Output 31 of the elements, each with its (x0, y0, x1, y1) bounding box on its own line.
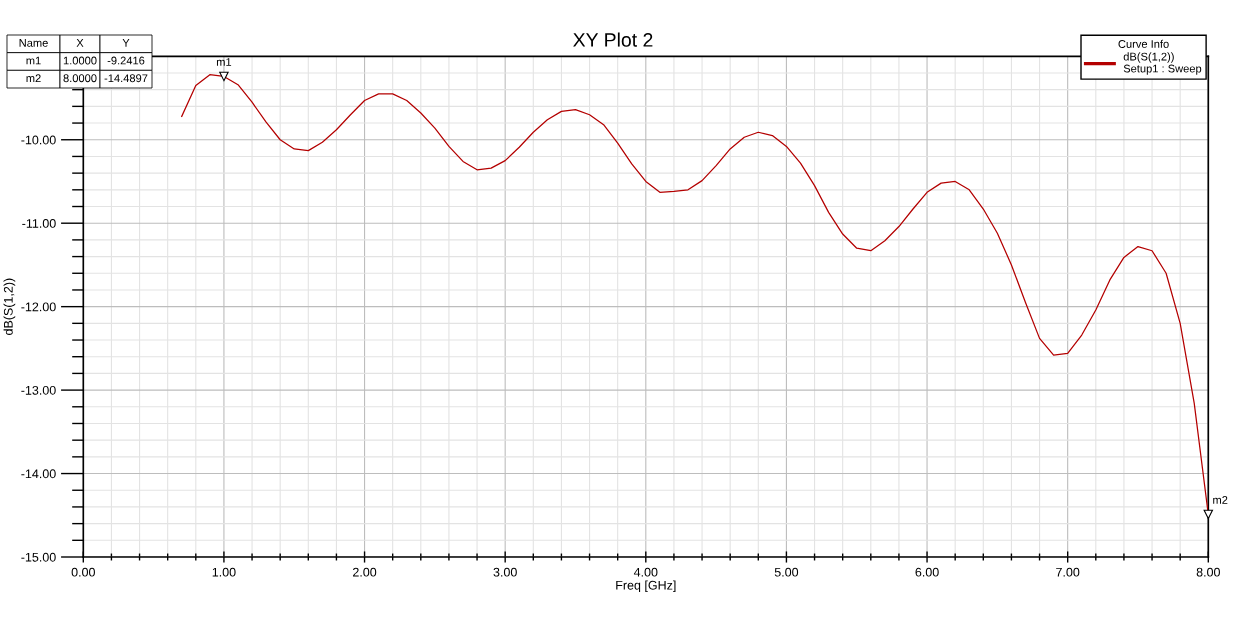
annotation: 1.0000 (63, 56, 97, 65)
x-tick-label: 0.00 (71, 567, 95, 577)
x-axis-title: Freq [GHz] (616, 580, 676, 593)
y-tick-label: -13.00 (21, 385, 56, 395)
x-tick-label: 1.00 (212, 567, 236, 577)
y-tick-label: -12.00 (21, 302, 56, 312)
annotation: -14.4897 (104, 74, 148, 83)
y-tick-label: -15.00 (21, 552, 56, 562)
x-tick-label: 8.00 (1196, 567, 1220, 577)
legend-label: dB(S(1,2)) Setup1 : Sweep (1123, 52, 1202, 75)
annotation: m1 (216, 58, 232, 66)
x-tick-label: 2.00 (353, 567, 377, 577)
text: m2 (26, 74, 41, 83)
y-tick-label: -10.00 (21, 135, 56, 145)
y-axis-title: dB(S(1,2)) (3, 278, 16, 335)
text: Y (122, 39, 130, 47)
text: m1 (26, 56, 41, 65)
chart-title: XY Plot 2 (573, 32, 653, 47)
x-tick-label: 7.00 (1056, 567, 1080, 577)
x-tick-label: 6.00 (915, 567, 939, 577)
y-tick-label: -11.00 (22, 219, 56, 228)
annotation: m2 (1213, 496, 1228, 504)
annotation: -9.2416 (107, 56, 145, 65)
text: Name (19, 39, 48, 47)
x-tick-label: 3.00 (493, 567, 517, 577)
text: X (76, 39, 84, 47)
y-tick-label: -14.00 (21, 469, 56, 479)
legend-title: Curve Info (1118, 39, 1169, 48)
x-tick-label: 4.00 (633, 567, 658, 577)
annotation: 8.0000 (63, 74, 97, 83)
x-tick-label: 5.00 (774, 567, 799, 577)
